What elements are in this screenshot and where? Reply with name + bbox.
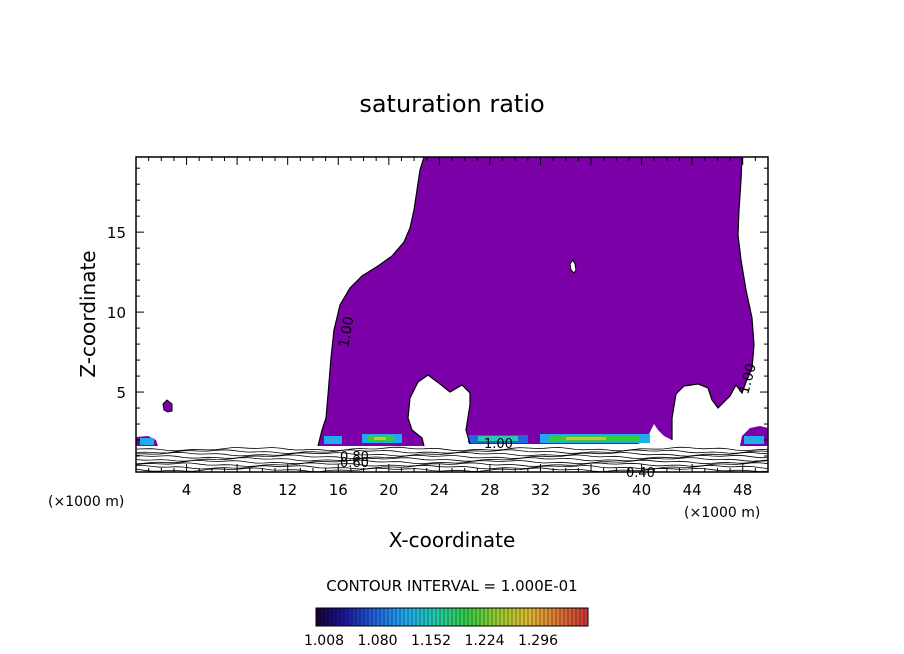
colorbar-label: 1.008 (304, 633, 344, 649)
colorbar-label: 1.080 (357, 633, 397, 649)
supersaturated-region (318, 157, 754, 446)
contour-label-4: 0.40 (626, 466, 655, 481)
colorbar-labels: 1.008 1.080 1.152 1.224 1.296 (304, 633, 558, 649)
low-level-contour-line (136, 446, 768, 452)
contour-interval-text: CONTOUR INTERVAL = 1.000E-01 (326, 577, 577, 595)
x-tick-label: 16 (329, 481, 348, 499)
low-level-contour-line (136, 464, 768, 470)
contour-label-5: 0.80 (340, 450, 369, 465)
y-axis: 5 10 15 (107, 167, 768, 457)
low-level-contour-line (136, 457, 768, 462)
x-tick-label: 20 (379, 481, 398, 499)
hole-island (569, 259, 577, 274)
x-tick-label: 24 (430, 481, 449, 499)
low-level-contour-line (136, 459, 768, 465)
x-unit-left: (×1000 m) (48, 494, 124, 510)
contour-label-1: 1.00 (336, 315, 357, 348)
y-tick-label: 10 (107, 304, 126, 322)
x-tick-label: 28 (480, 481, 499, 499)
colorbar-label: 1.152 (411, 633, 451, 649)
y-axis-label: Z-coordinate (76, 250, 100, 377)
colorbar-ticks (315, 608, 589, 626)
x-axis-label: X-coordinate (389, 528, 516, 552)
x-tick-label: 4 (182, 481, 192, 499)
saturation-highs (140, 434, 764, 445)
low-level-contour-line (136, 462, 768, 467)
x-tick-label: 12 (278, 481, 297, 499)
y-tick-label: 15 (107, 224, 126, 242)
low-level-contours (136, 446, 768, 472)
low-level-contour-line (136, 449, 768, 454)
y-tick-label: 5 (116, 384, 126, 402)
contour-outline (317, 157, 755, 447)
low-level-contour-line (136, 451, 768, 457)
x-tick-label: 44 (683, 481, 702, 499)
contour-labels: 1.00 1.00 1.00 0.40 0.80 0.60 (336, 315, 760, 481)
plot-fills (136, 157, 768, 472)
x-axis: 4 8 12 16 20 24 28 32 36 40 44 48 (148, 157, 756, 499)
contour-label-3: 1.00 (484, 437, 513, 452)
colorbar-label: 1.224 (464, 633, 504, 649)
x-tick-label: 48 (733, 481, 752, 499)
x-tick-label: 40 (632, 481, 651, 499)
small-cell-left (162, 399, 173, 413)
chart-title: saturation ratio (359, 90, 544, 118)
contour-label-2: 1.00 (736, 362, 760, 396)
x-tick-label: 36 (581, 481, 600, 499)
x-tick-label: 8 (232, 481, 242, 499)
x-tick-label: 32 (531, 481, 550, 499)
colorbar-label: 1.296 (518, 633, 558, 649)
x-unit-right: (×1000 m) (684, 505, 760, 521)
contour-label-6: 0.60 (340, 456, 369, 471)
